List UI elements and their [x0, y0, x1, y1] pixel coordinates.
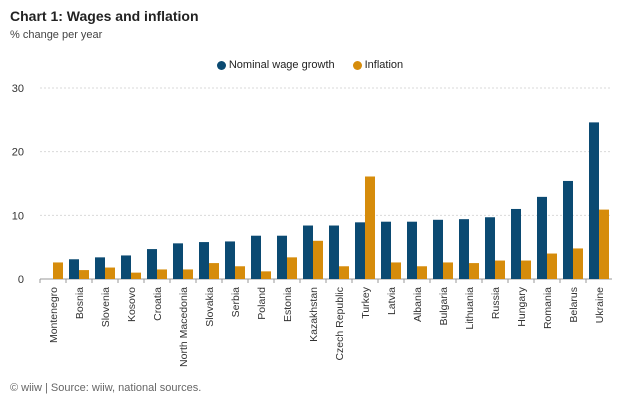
- bar-wages: [407, 221, 417, 279]
- bar-wages: [199, 242, 209, 279]
- bar-inflation: [495, 260, 505, 279]
- y-tick-label: 30: [12, 83, 24, 95]
- bar-inflation: [599, 209, 609, 279]
- x-tick-label: Estonia: [282, 287, 294, 322]
- legend-label-wages: Nominal wage growth: [228, 59, 335, 71]
- bar-inflation: [157, 269, 167, 279]
- bar-wages: [485, 217, 495, 279]
- x-tick-label: Czech Republic: [334, 287, 346, 361]
- bar-inflation: [131, 272, 141, 279]
- x-tick-label: Bulgaria: [438, 287, 450, 326]
- bar-wages: [147, 249, 157, 279]
- bar-wages: [225, 241, 235, 279]
- x-tick-label: Russia: [490, 287, 502, 319]
- x-tick-label: Albania: [412, 287, 424, 322]
- x-tick-label: Slovenia: [100, 287, 112, 327]
- bar-wages: [563, 180, 573, 279]
- bar-wages: [69, 259, 79, 279]
- x-tick-label: Kosovo: [126, 287, 138, 322]
- x-tick-label: Serbia: [230, 287, 242, 318]
- bar-inflation: [53, 262, 63, 279]
- bar-wages: [433, 219, 443, 279]
- legend-label-inflation: Inflation: [364, 59, 404, 71]
- bar-inflation: [79, 270, 89, 279]
- bar-wages: [537, 196, 547, 279]
- x-tick-label: Belarus: [568, 287, 580, 323]
- x-tick-label: Croatia: [152, 287, 164, 321]
- bar-inflation: [417, 266, 427, 279]
- legend-item-wages[interactable]: Nominal wage growth: [216, 59, 335, 71]
- bar-inflation: [235, 266, 245, 279]
- bar-inflation: [469, 263, 479, 279]
- bar-wages: [121, 255, 131, 279]
- bar-inflation: [521, 260, 531, 279]
- bar-wages: [355, 222, 365, 279]
- bar-inflation: [443, 262, 453, 279]
- y-tick-label: 10: [12, 210, 24, 222]
- bar-inflation: [183, 269, 193, 279]
- bar-wages: [95, 257, 105, 279]
- bar-inflation: [365, 176, 375, 279]
- x-tick-label: Hungary: [516, 286, 528, 326]
- bar-inflation: [339, 266, 349, 279]
- bar-inflation: [313, 240, 323, 279]
- x-tick-label: Poland: [256, 287, 268, 320]
- bar-inflation: [287, 257, 297, 279]
- bar-wages: [589, 122, 599, 279]
- x-tick-label: Kazakhstan: [308, 287, 320, 342]
- bar-wages: [303, 225, 313, 279]
- chart-title: Chart 1: Wages and inflation: [10, 8, 199, 24]
- x-tick-label: Ukraine: [594, 287, 606, 323]
- x-tick-label: Slovakia: [204, 287, 216, 327]
- x-tick-label: Bosnia: [74, 287, 86, 319]
- bar-wages: [511, 208, 521, 279]
- y-tick-label: 0: [18, 274, 24, 286]
- bar-inflation: [573, 248, 583, 279]
- bar-inflation: [261, 271, 271, 279]
- x-tick-label: Montenegro: [48, 287, 60, 343]
- bar-wages: [277, 235, 287, 279]
- bar-wages: [459, 219, 469, 279]
- legend-item-inflation[interactable]: Inflation: [352, 59, 404, 71]
- bar-inflation: [209, 263, 219, 279]
- bar-inflation: [105, 267, 115, 279]
- legend-dot-inflation: [352, 60, 362, 70]
- bar-inflation: [391, 262, 401, 279]
- bar-wages: [173, 243, 183, 279]
- x-tick-label: Latvia: [386, 287, 398, 315]
- source-footer: © wiiw | Source: wiiw, national sources.: [10, 382, 202, 394]
- bar-wages: [251, 235, 261, 279]
- bar-inflation: [547, 253, 557, 279]
- y-tick-label: 20: [12, 147, 24, 159]
- bar-wages: [381, 221, 391, 279]
- x-tick-label: Romania: [542, 287, 554, 329]
- chart-subtitle: % change per year: [10, 29, 103, 41]
- x-tick-label: Lithuania: [464, 287, 476, 330]
- legend: Nominal wage growth Inflation: [0, 59, 620, 71]
- bar-wages: [329, 225, 339, 279]
- x-tick-label: North Macedonia: [178, 287, 190, 367]
- x-tick-label: Turkey: [360, 286, 372, 318]
- legend-dot-wages: [216, 60, 226, 70]
